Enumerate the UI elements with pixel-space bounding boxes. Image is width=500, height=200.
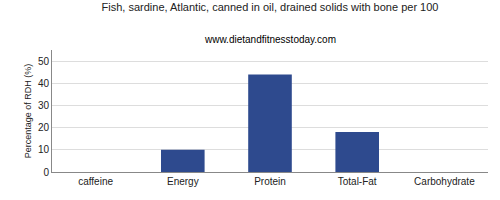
svg-text:40: 40 [38,78,50,89]
svg-text:Percentage of RDH (%): Percentage of RDH (%) [23,64,33,159]
svg-text:Energy: Energy [167,176,199,187]
svg-text:Fish, sardine, Atlantic, canne: Fish, sardine, Atlantic, canned in oil, … [102,1,439,13]
svg-text:Protein: Protein [254,176,286,187]
svg-text:30: 30 [38,100,50,111]
svg-text:www.dietandfitnesstoday.com: www.dietandfitnesstoday.com [204,34,336,45]
svg-text:caffeine: caffeine [78,176,113,187]
svg-text:20: 20 [38,122,50,133]
svg-text:Carbohydrate: Carbohydrate [414,176,475,187]
svg-text:0: 0 [43,167,49,178]
svg-text:50: 50 [38,56,50,67]
svg-text:Total-Fat: Total-Fat [338,176,377,187]
svg-text:10: 10 [38,144,50,155]
